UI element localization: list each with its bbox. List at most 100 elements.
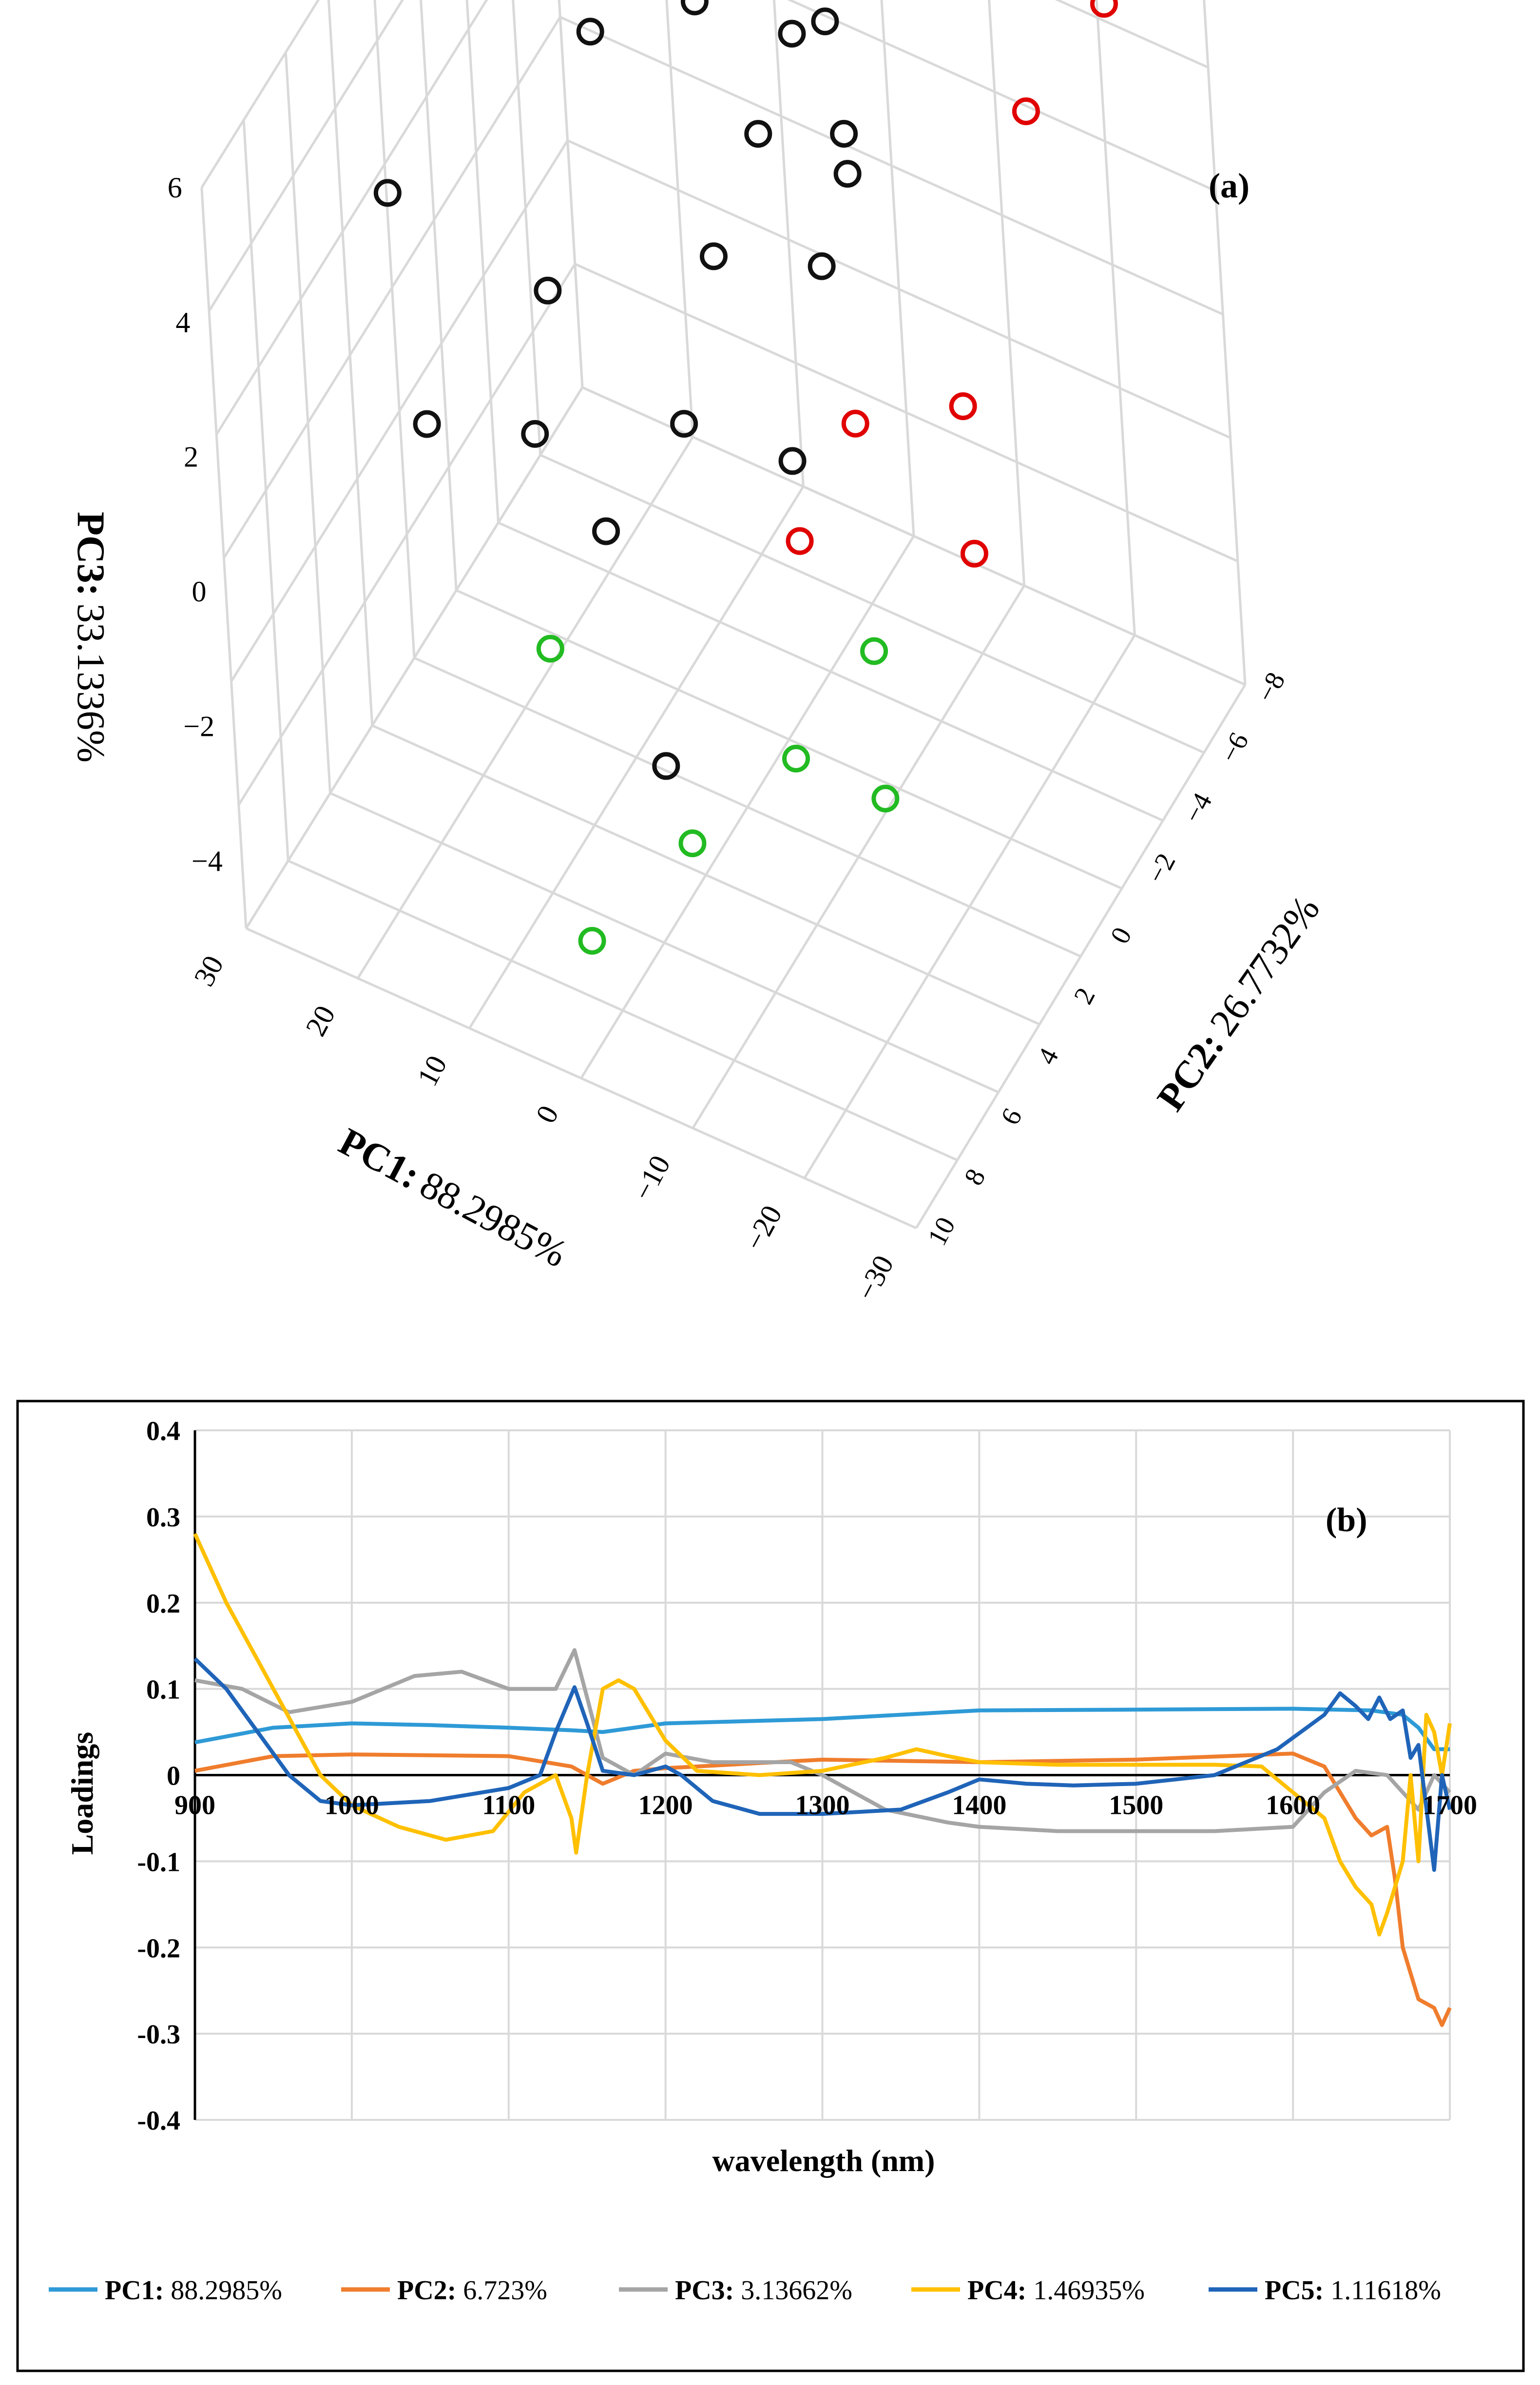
red-point — [1090, 0, 1118, 18]
red-point — [841, 409, 869, 438]
black-point — [744, 120, 772, 148]
series-line-pc1 — [194, 1707, 1450, 1751]
black-point — [373, 179, 402, 207]
black-point — [778, 447, 807, 475]
y-tick-label: 0 — [167, 1761, 180, 1791]
black-point — [413, 410, 441, 438]
pc3-axis-title: PC3: 33.1336% — [69, 512, 112, 763]
left-wall-grid-line — [558, 0, 584, 388]
red-point — [960, 539, 988, 568]
pc3-axis-name: PC3: — [69, 512, 112, 596]
floor-grid-line — [245, 927, 917, 1230]
legend-label-pc3: PC3: 3.13662% — [675, 2275, 852, 2306]
floor-grid-line — [456, 589, 1122, 890]
pc1-axis-title: PC1:88.2985% — [332, 1120, 574, 1275]
green-point — [678, 829, 707, 857]
pc1-tick-label: −30 — [850, 1250, 900, 1306]
pc2-tick-label: 4 — [1032, 1043, 1065, 1070]
back-wall-grid-line — [787, 0, 1216, 192]
back-wall-grid-line — [1203, 0, 1247, 685]
x-tick-label: 1100 — [482, 1790, 535, 1821]
panel-a-grid — [200, 0, 1247, 1230]
pc2-tick-label: 10 — [922, 1212, 962, 1251]
black-point — [808, 252, 836, 280]
black-point — [680, 0, 709, 16]
green-point — [860, 637, 888, 665]
panel-b-lines — [193, 1533, 1452, 2027]
x-tick-label: 1200 — [638, 1790, 693, 1821]
y-axis-title: Loadings — [65, 1732, 99, 1855]
x-tick-label: 1400 — [952, 1790, 1006, 1821]
black-point — [778, 19, 806, 48]
legend-value: 6.723% — [463, 2275, 547, 2306]
green-point — [782, 745, 810, 773]
left-wall-grid-line — [208, 0, 404, 312]
x-tick-label: 1300 — [795, 1790, 850, 1821]
black-point — [592, 517, 620, 545]
pc2-axis-title: PC2:26.7732% — [1149, 888, 1328, 1118]
y-tick-label: 0.1 — [146, 1675, 180, 1705]
x-tick-label: 1600 — [1266, 1790, 1320, 1821]
series-line-pc5 — [193, 1657, 1452, 1872]
series-line-pc3 — [194, 1648, 1451, 1833]
floor-grid-line — [539, 454, 1205, 754]
left-wall-grid-line — [200, 0, 320, 189]
pc3-tick-label: 6 — [168, 172, 182, 204]
back-wall-grid-line — [567, 139, 1231, 439]
pc2-tick-label: 0 — [1105, 923, 1138, 949]
pc3-tick-label: 0 — [192, 576, 207, 608]
y-tick-label: -0.2 — [137, 1933, 180, 1963]
legend-name: PC4: — [967, 2275, 1026, 2306]
pc2-tick-label: −2 — [1141, 848, 1182, 888]
pc2-tick-label: −6 — [1214, 728, 1255, 768]
black-point — [576, 18, 604, 46]
pc1-tick-label: 20 — [299, 1000, 341, 1041]
left-wall-grid-line — [223, 16, 561, 559]
back-wall-grid-line — [1055, 0, 1209, 69]
left-wall-grid-line — [420, 0, 458, 591]
black-point — [833, 160, 862, 188]
legend-label-pc1: PC1: 88.2985% — [105, 2275, 282, 2306]
left-wall-grid-line — [245, 386, 584, 929]
panel-b-label: (b) — [1326, 1501, 1367, 1539]
legend-name: PC3: — [675, 2275, 734, 2306]
panel-b-frame — [16, 1400, 1525, 2372]
x-tick-label: 1500 — [1109, 1790, 1163, 1821]
legend-name: PC5: — [1265, 2275, 1324, 2306]
black-point — [521, 420, 549, 448]
legend-name: PC2: — [397, 2275, 456, 2306]
pc2-tick-label: 8 — [959, 1164, 992, 1190]
pc3-axis-value: 33.1336% — [69, 603, 112, 763]
pc1-axis-value: 88.2985% — [413, 1163, 574, 1276]
pc1-tick-label: 30 — [188, 950, 230, 991]
floor-grid-line — [329, 792, 999, 1094]
pc1-tick-label: 10 — [411, 1050, 453, 1091]
panel-a-points — [373, 0, 1118, 955]
series-line-pc4 — [193, 1533, 1452, 1937]
black-point — [811, 7, 839, 36]
pc1-tick-label: −10 — [627, 1150, 676, 1206]
black-point — [652, 752, 680, 780]
black-point — [830, 119, 858, 148]
black-point — [534, 276, 562, 305]
pc2-axis-name: PC2: — [1149, 1025, 1232, 1118]
panel-b: -0.4 -0.3 -0.2 -0.1 0 0.1 0.2 0.3 0.4 900 1000 1100… — [16, 1400, 1525, 2372]
back-wall-grid-line — [880, 0, 915, 537]
green-point — [578, 926, 606, 955]
red-point — [949, 392, 977, 421]
pc3-tick-label: 2 — [184, 441, 198, 473]
panel-b-ticks: -0.4 -0.3 -0.2 -0.1 0 0.1 0.2 0.3 0.4 900 1000 1100… — [137, 1416, 1477, 2136]
pc3-tick-label: 4 — [175, 306, 190, 338]
legend-value: 1.11618% — [1330, 2275, 1441, 2306]
panel-a-label: (a) — [1209, 166, 1250, 205]
back-wall-grid-line — [558, 0, 584, 388]
red-point — [786, 527, 814, 555]
y-tick-label: 0.3 — [146, 1502, 180, 1533]
pc2-axis-value: 26.7732% — [1202, 888, 1328, 1043]
pc2-tick-label: −4 — [1178, 788, 1218, 828]
panel-a: −4−202463020100−10−20−301086420−2−4−6−8 … — [69, 0, 1328, 1306]
black-point — [699, 242, 728, 270]
green-point — [871, 785, 900, 813]
